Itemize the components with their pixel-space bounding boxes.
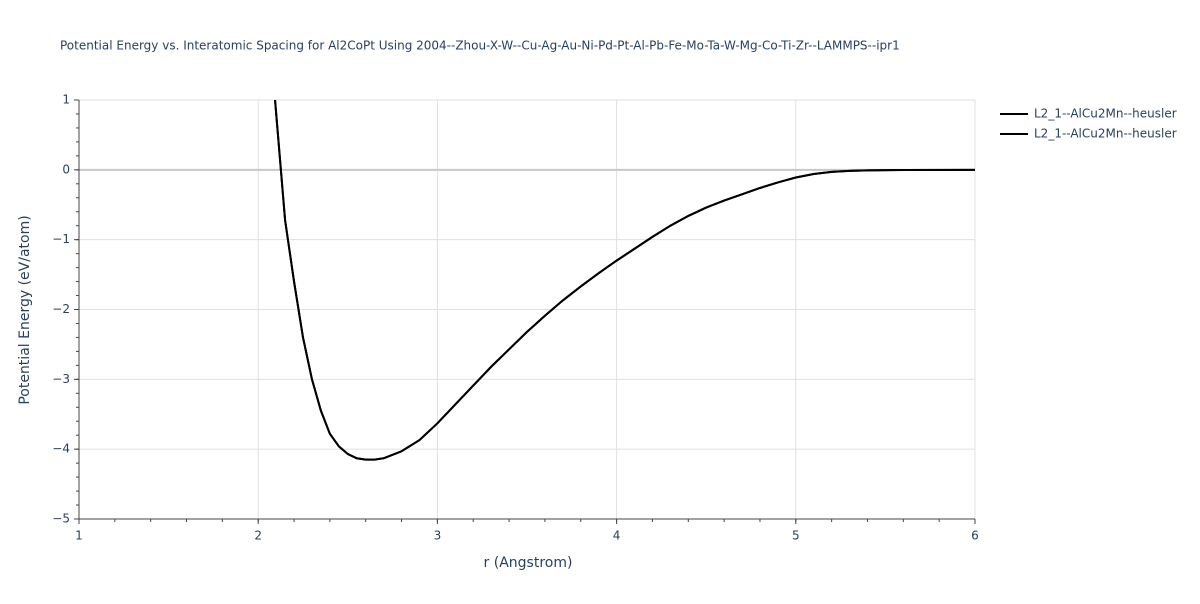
x-tick-label: 2 bbox=[254, 529, 262, 543]
legend-label: L2_1--AlCu2Mn--heusler bbox=[1034, 127, 1177, 141]
legend-label: L2_1--AlCu2Mn--heusler bbox=[1034, 107, 1177, 121]
line-series bbox=[274, 100, 975, 461]
y-tick-label: −1 bbox=[52, 232, 70, 246]
y-tick-label: 1 bbox=[62, 93, 70, 107]
y-tick-label: −3 bbox=[52, 372, 70, 386]
line-series bbox=[274, 100, 975, 461]
grid bbox=[78, 99, 976, 520]
y-tick-label: −2 bbox=[52, 302, 70, 316]
x-tick-label: 4 bbox=[613, 529, 621, 543]
chart-title: Potential Energy vs. Interatomic Spacing… bbox=[60, 39, 900, 53]
x-tick-label: 6 bbox=[971, 529, 979, 543]
x-tick-label: 3 bbox=[434, 529, 442, 543]
x-tick-label: 1 bbox=[75, 529, 83, 543]
x-axis-label: r (Angstrom) bbox=[484, 555, 573, 571]
plot-area bbox=[274, 100, 975, 461]
x-tick-label: 5 bbox=[792, 529, 800, 543]
axes: 1 2 3 4 5 6 −5 −4 −3 −2 −1 0 1 bbox=[52, 93, 979, 543]
y-tick-label: 0 bbox=[62, 162, 70, 176]
y-axis-label: Potential Energy (eV/atom) bbox=[17, 215, 33, 404]
y-tick-label: −4 bbox=[52, 442, 70, 456]
y-tick-label: −5 bbox=[52, 512, 70, 526]
